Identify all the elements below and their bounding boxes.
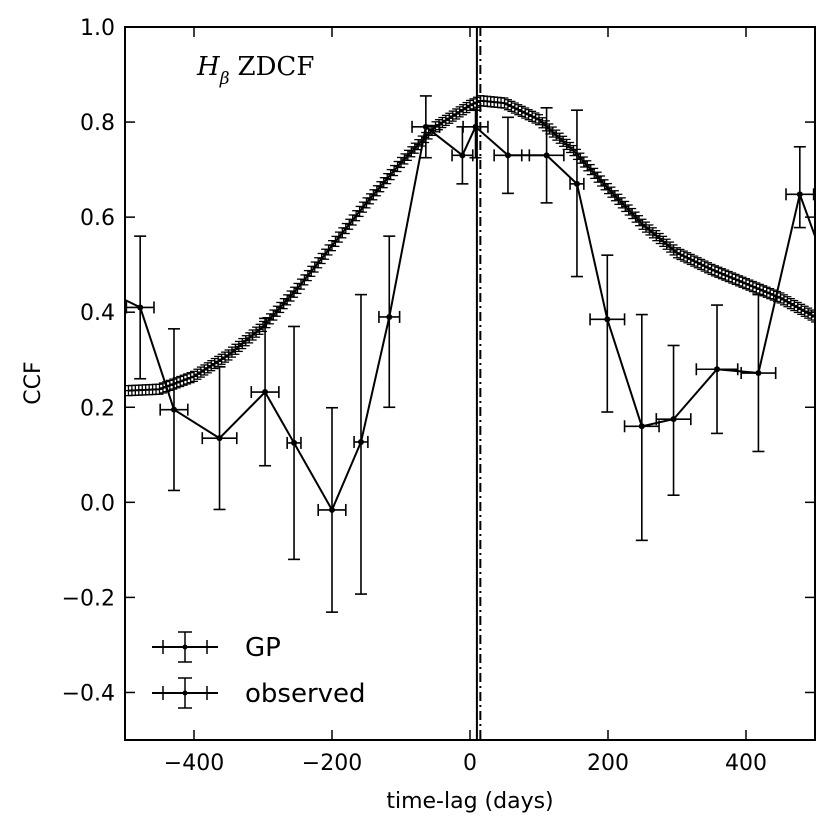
observed-point [740, 293, 777, 453]
gp-point [355, 205, 364, 218]
gp-point [334, 231, 343, 243]
x-tick-label: 400 [725, 751, 767, 776]
y-tick-label: 0.0 [80, 491, 115, 516]
observed-line [125, 125, 815, 513]
y-tick-label: −0.4 [62, 681, 115, 706]
observed-point [569, 109, 585, 278]
observed-point [159, 328, 189, 492]
annotation-subscript: β [219, 69, 230, 89]
x-tick-label: −400 [164, 751, 224, 776]
gp-point [341, 222, 350, 235]
gp-point [393, 160, 402, 173]
observed-point [317, 406, 347, 613]
gp-point [359, 201, 368, 213]
y-tick-label: 0.4 [80, 301, 115, 326]
axis-ticks: −400 −200 0 200 400 −0.4 −0.2 0.0 0.2 0.4 0.6 0.8 1.… [62, 16, 815, 776]
gp-point [686, 253, 695, 266]
y-axis-label: CCF [21, 361, 46, 404]
gp-point [331, 235, 340, 248]
gp-point [731, 273, 740, 286]
gp-point [790, 299, 799, 312]
gp-point [348, 214, 357, 226]
gp-point [321, 248, 330, 260]
series-gp [125, 95, 815, 397]
observed-point [462, 109, 489, 159]
y-tick-label: 0.2 [80, 396, 115, 421]
annotation-text: ZDCF [238, 52, 315, 82]
plot-frame [124, 26, 816, 741]
x-tick-label: 0 [463, 751, 477, 776]
observed-point [353, 293, 369, 595]
observed-point [250, 317, 280, 467]
gp-point [721, 269, 730, 281]
gp-point [600, 179, 609, 191]
y-tick-label: −0.2 [62, 586, 115, 611]
gp-point [365, 193, 374, 205]
observed-point [108, 290, 114, 296]
observed-point [125, 235, 155, 380]
observed-point [411, 95, 441, 159]
gp-point [445, 112, 454, 124]
gp-point [742, 278, 750, 290]
x-tick-label: −200 [302, 751, 362, 776]
x-axis-label: time-lag (days) [386, 789, 553, 814]
annotation-symbol: H [196, 52, 221, 82]
gp-point [379, 177, 388, 189]
gp-point [641, 221, 650, 233]
plot-area [108, 27, 825, 740]
observed-point [785, 145, 815, 229]
gp-point [300, 274, 309, 286]
y-tick-label: 0.8 [80, 111, 115, 136]
series-observed [108, 95, 825, 613]
gp-point [369, 189, 378, 201]
legend-label-gp: GP [245, 633, 281, 663]
gp-point [310, 261, 319, 273]
gp-point [290, 286, 299, 298]
legend-label-observed: observed [245, 679, 366, 709]
gp-point [328, 240, 336, 252]
gp-point [362, 197, 371, 209]
gp-point [704, 262, 713, 274]
observed-point [493, 116, 523, 195]
gp-point [372, 185, 381, 197]
gp-point [390, 164, 399, 177]
legend-entry-observed: observed [152, 677, 366, 709]
gp-point [352, 210, 361, 222]
legend: GP observed [152, 631, 366, 709]
annotation-label: Hβ ZDCF [196, 52, 314, 89]
gp-point [293, 282, 302, 295]
observed-point [655, 344, 692, 497]
gp-point [314, 257, 323, 269]
gp-point [669, 244, 678, 256]
observed-point [201, 366, 238, 511]
observed-point [589, 254, 626, 413]
gp-point [593, 171, 602, 183]
gp-point [662, 238, 671, 250]
gp-point [345, 218, 354, 230]
y-tick-label: 1.0 [80, 16, 115, 41]
observed-point [528, 107, 565, 204]
plot-background [125, 27, 815, 740]
gp-point [324, 244, 333, 256]
x-tick-label: 200 [587, 751, 629, 776]
gp-point [386, 168, 395, 181]
observed-point [819, 252, 825, 258]
y-tick-label: 0.6 [80, 206, 115, 231]
observed-point [286, 325, 302, 561]
observed-point [695, 304, 739, 435]
gp-point [338, 227, 347, 239]
gp-point [317, 252, 326, 265]
gp-point [303, 269, 312, 282]
observed-point [623, 313, 660, 542]
gp-point [383, 172, 392, 185]
observed-point [378, 235, 401, 409]
gp-point [376, 181, 385, 193]
gp-point [296, 278, 305, 290]
gp-point [307, 265, 316, 277]
legend-entry-gp: GP [152, 631, 281, 663]
